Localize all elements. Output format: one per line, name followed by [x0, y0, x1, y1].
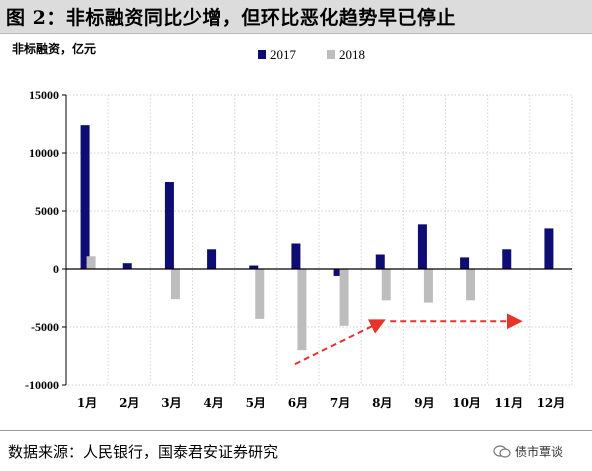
legend-label-2017: 2017	[270, 47, 297, 62]
bar-2017-1月	[80, 125, 90, 269]
bar-2017-3月	[164, 182, 174, 269]
x-tick-label: 7月	[330, 396, 350, 410]
y-tick-label: 10000	[29, 146, 59, 160]
y-tick-label: 5000	[35, 204, 59, 218]
x-tick-label: 9月	[414, 396, 434, 410]
bar-2017-6月	[291, 243, 301, 269]
bar-2018-8月	[381, 269, 391, 301]
chat-bubble-icon	[493, 445, 511, 458]
legend-label-2018: 2018	[339, 47, 365, 62]
y-tick-label: 0	[53, 262, 59, 276]
trend-arrow	[294, 319, 386, 366]
x-tick-label: 10月	[452, 396, 481, 410]
footer-divider	[0, 430, 592, 431]
bar-2018-1月	[86, 256, 96, 269]
bar-2018-7月	[339, 269, 349, 326]
x-tick-label: 6月	[288, 396, 308, 410]
x-tick-label: 5月	[246, 396, 266, 410]
bar-2018-3月	[170, 269, 180, 300]
x-tick-label: 1月	[77, 396, 97, 410]
x-tick-label: 11月	[494, 396, 523, 410]
data-source-note: 数据来源：人民银行，国泰君安证券研究	[8, 443, 279, 461]
bar-2017-4月	[207, 249, 217, 269]
legend-swatch-2018	[327, 50, 335, 59]
figure-title: 图 2：非标融资同比少增，但环比恶化趋势早已停止	[6, 7, 456, 29]
bar-2018-10月	[466, 269, 476, 301]
y-tick-label: -10000	[25, 378, 59, 392]
bar-2017-5月	[249, 265, 259, 269]
x-tick-label: 2月	[119, 396, 139, 410]
x-tick-label: 3月	[161, 396, 181, 410]
bar-2017-8月	[375, 254, 385, 269]
legend-swatch-2017	[258, 50, 266, 59]
x-tick-label: 12月	[537, 396, 566, 410]
watermark: 债市覃谈	[493, 443, 563, 460]
bar-2018-9月	[423, 269, 433, 303]
watermark-text: 债市覃谈	[515, 445, 564, 459]
bar-2017-9月	[417, 224, 427, 269]
y-tick-label: 15000	[29, 88, 59, 102]
bar-2017-10月	[460, 257, 470, 269]
x-tick-label: 8月	[372, 396, 392, 410]
legend: 2017 2018	[258, 47, 365, 62]
bar-2017-7月	[333, 269, 343, 276]
x-tick-label: 4月	[203, 396, 223, 410]
y-axis-unit-label: 非标融资，亿元	[12, 42, 97, 56]
y-tick-label: -5000	[31, 320, 59, 334]
bar-2018-6月	[297, 269, 307, 351]
bar-2017-11月	[502, 249, 512, 269]
bar-chart: -10000 -5000 0 5000 10000 15000 1月 2月 3月 4月 5月 6月 7月…	[25, 47, 573, 410]
bar-2017-12月	[544, 228, 554, 269]
bar-2017-2月	[122, 263, 132, 269]
title-band: 图 2：非标融资同比少增，但环比恶化趋势早已停止	[0, 0, 592, 34]
bar-2018-5月	[255, 269, 265, 319]
